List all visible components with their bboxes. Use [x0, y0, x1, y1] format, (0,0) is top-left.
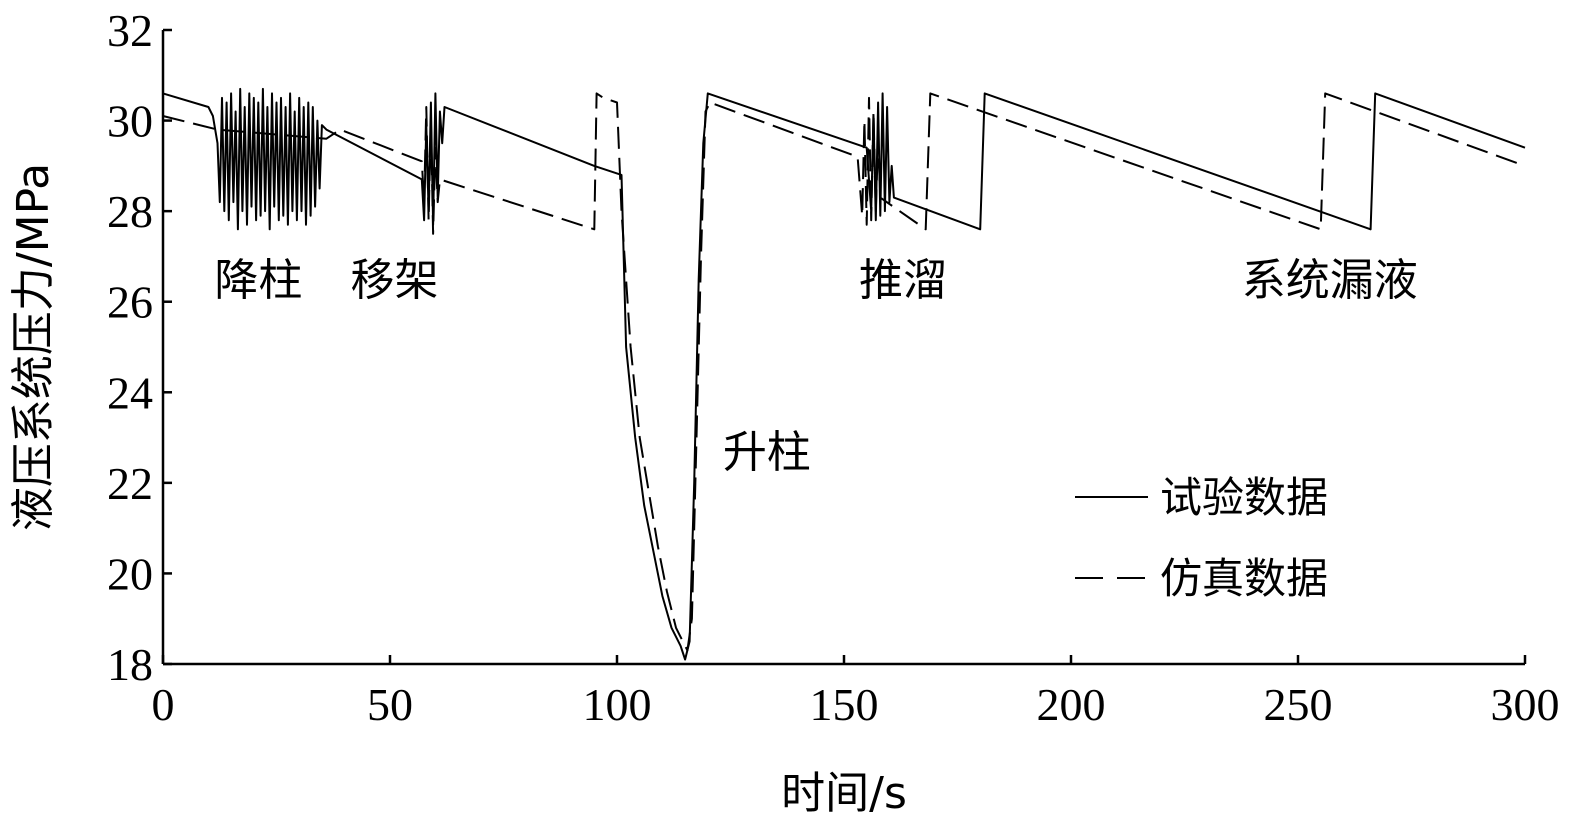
series-layer — [162, 87, 1526, 661]
legend-label-simulation: 仿真数据 — [1160, 554, 1328, 603]
y-tick-label-3: 24 — [107, 367, 153, 418]
y-tick-label-7: 32 — [107, 5, 153, 56]
x-tick-label-0: 0 — [152, 679, 175, 730]
legend: 试验数据 仿真数据 — [1075, 473, 1328, 603]
series-line-1 — [162, 92, 1526, 652]
x-tick-label-1: 50 — [367, 679, 413, 730]
y-tick-label-1: 20 — [107, 548, 153, 599]
annotation-1: 移架 — [351, 255, 439, 306]
x-tick-label-5: 250 — [1264, 679, 1333, 730]
x-tick-label-6: 300 — [1491, 679, 1560, 730]
series-line-0 — [162, 87, 1526, 661]
y-tick-label-4: 26 — [107, 277, 153, 328]
y-tick-label-6: 30 — [107, 96, 153, 147]
annotation-3: 推溜 — [859, 255, 947, 306]
y-axis-title: 液压系统压力/MPa — [8, 163, 59, 531]
x-axis-title: 时间/s — [781, 768, 907, 819]
y-tick-label-2: 22 — [107, 458, 153, 509]
tick-layer: 0 50 100 150 200 250 300 18 20 22 24 26 28 30 32 — [107, 5, 1560, 730]
y-tick-label-0: 18 — [107, 639, 153, 690]
annotation-2: 升柱 — [723, 427, 811, 478]
annotation-4: 系统漏液 — [1242, 255, 1418, 306]
legend-label-experiment: 试验数据 — [1160, 473, 1328, 522]
x-tick-label-4: 200 — [1037, 679, 1106, 730]
x-tick-label-2: 100 — [583, 679, 652, 730]
x-tick-label-3: 150 — [810, 679, 879, 730]
annotation-0: 降柱 — [214, 255, 302, 306]
y-tick-label-5: 28 — [107, 186, 153, 237]
